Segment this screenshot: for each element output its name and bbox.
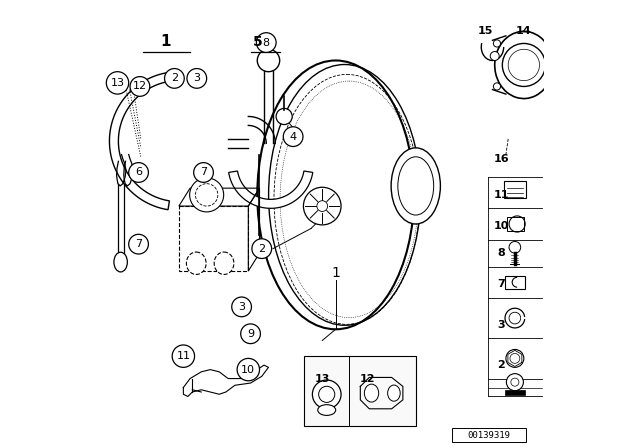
Text: 4: 4	[289, 132, 297, 142]
Ellipse shape	[214, 252, 234, 275]
Text: 12: 12	[359, 374, 375, 383]
Text: 9: 9	[247, 329, 254, 339]
Bar	[504, 181, 526, 198]
Circle shape	[502, 43, 545, 86]
Ellipse shape	[318, 405, 336, 415]
Text: 14: 14	[516, 26, 532, 36]
Ellipse shape	[364, 384, 379, 402]
Circle shape	[493, 40, 500, 47]
Text: 12: 12	[133, 82, 147, 91]
Text: 1: 1	[332, 266, 340, 280]
Circle shape	[195, 184, 218, 206]
Text: 11: 11	[177, 351, 190, 361]
Text: 15: 15	[478, 26, 493, 36]
Circle shape	[129, 163, 148, 182]
Circle shape	[490, 52, 499, 60]
Bar	[505, 276, 525, 289]
Bar	[179, 206, 248, 271]
Circle shape	[189, 178, 224, 212]
Circle shape	[187, 69, 207, 88]
Circle shape	[129, 234, 148, 254]
Circle shape	[257, 49, 280, 72]
Circle shape	[506, 349, 524, 367]
Polygon shape	[228, 171, 313, 208]
Circle shape	[284, 127, 303, 146]
Polygon shape	[109, 73, 170, 210]
Ellipse shape	[388, 385, 400, 401]
Text: 3: 3	[498, 320, 505, 330]
Text: 13: 13	[111, 78, 125, 88]
Circle shape	[505, 308, 525, 328]
Text: 2: 2	[171, 73, 178, 83]
Text: 8: 8	[262, 38, 270, 47]
Text: 10: 10	[241, 365, 255, 375]
Text: 7: 7	[497, 280, 506, 289]
Text: 2: 2	[497, 360, 506, 370]
Circle shape	[232, 297, 252, 317]
Circle shape	[252, 239, 271, 258]
Text: 6: 6	[135, 168, 142, 177]
Text: 13: 13	[314, 374, 330, 383]
Text: 2: 2	[258, 244, 266, 254]
Circle shape	[511, 378, 519, 386]
Text: 8: 8	[497, 248, 506, 258]
Circle shape	[319, 386, 335, 402]
Circle shape	[508, 49, 540, 81]
Text: 7: 7	[200, 168, 207, 177]
Circle shape	[276, 108, 292, 125]
Bar	[305, 356, 417, 426]
Circle shape	[510, 353, 520, 363]
Circle shape	[257, 33, 276, 52]
Circle shape	[130, 77, 150, 96]
Circle shape	[172, 345, 195, 367]
Bar	[452, 428, 526, 442]
Text: 1: 1	[160, 34, 171, 49]
Circle shape	[241, 324, 260, 344]
Text: 11: 11	[493, 190, 509, 200]
Ellipse shape	[114, 252, 127, 272]
Circle shape	[509, 312, 521, 324]
Circle shape	[194, 163, 213, 182]
Bar	[505, 390, 525, 395]
Circle shape	[303, 187, 341, 225]
Text: 3: 3	[238, 302, 245, 312]
Ellipse shape	[186, 252, 206, 275]
Text: 7: 7	[135, 239, 142, 249]
Text: 16: 16	[493, 154, 509, 164]
Text: 3: 3	[193, 73, 200, 83]
Ellipse shape	[398, 157, 434, 215]
Circle shape	[493, 83, 500, 90]
Circle shape	[312, 380, 341, 409]
Circle shape	[509, 216, 525, 232]
Text: 10: 10	[493, 221, 509, 231]
Circle shape	[106, 72, 129, 94]
Bar	[507, 217, 524, 231]
Text: 00139319: 00139319	[468, 431, 511, 439]
Circle shape	[506, 374, 524, 391]
Circle shape	[317, 201, 328, 211]
Ellipse shape	[391, 148, 440, 224]
Circle shape	[164, 69, 184, 88]
Circle shape	[509, 241, 521, 253]
Text: 5: 5	[252, 34, 262, 49]
Circle shape	[237, 358, 260, 381]
